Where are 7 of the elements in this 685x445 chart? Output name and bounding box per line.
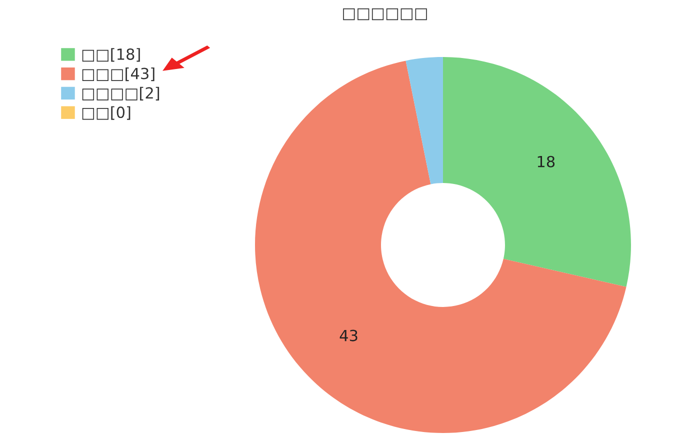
data-label: 18: [538, 156, 555, 168]
legend-label: □□□[43]: [82, 67, 154, 82]
chart-title: □□□□□□: [343, 8, 427, 20]
legend-label: □□[18]: [82, 48, 140, 62]
data-label: 43: [340, 330, 358, 342]
legend-label: □□[0]: [82, 106, 130, 120]
legend-label: □□□□[2]: [82, 86, 160, 100]
